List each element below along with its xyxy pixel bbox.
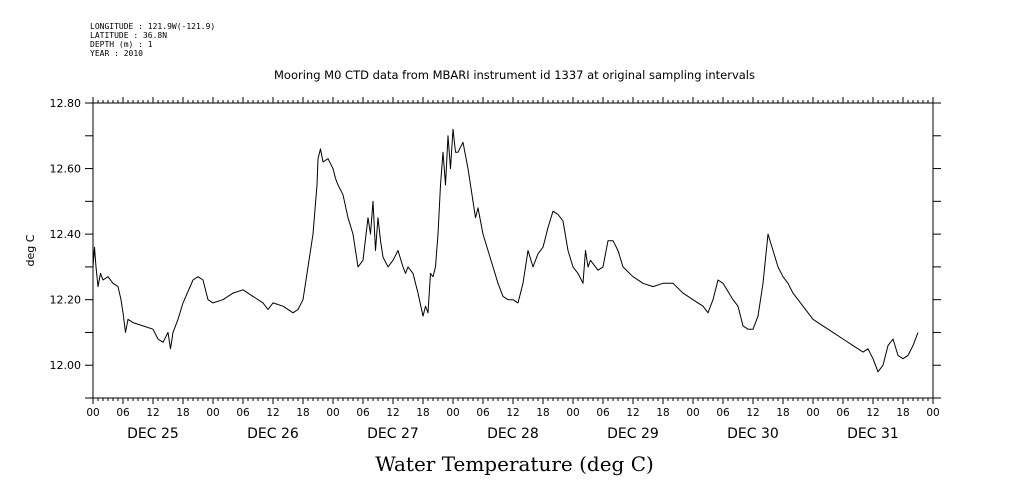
year-text: YEAR : 2010 [90, 49, 143, 58]
series-line [92, 128, 919, 373]
x-hour-tick-label: 18 [176, 407, 189, 419]
x-hour-tick-label: 18 [416, 407, 429, 419]
x-day-label: DEC 29 [607, 426, 659, 442]
x-hour-tick-label: 18 [536, 407, 549, 419]
x-hour-tick-label: 06 [716, 407, 730, 419]
x-hour-tick-label: 00 [326, 407, 339, 419]
x-hour-tick-label: 18 [296, 407, 309, 419]
y-tick-label: 12.60 [50, 163, 82, 176]
y-axis-label: deg C [24, 234, 37, 266]
metadata-block: LONGITUDE : 121.9W(-121.9) LATITUDE : 36… [90, 22, 215, 58]
x-hour-tick-label: 00 [86, 407, 99, 419]
x-hour-tick-label: 00 [446, 407, 459, 419]
x-hour-tick-label: 12 [266, 407, 279, 419]
x-hour-tick-label: 00 [566, 407, 579, 419]
x-hour-tick-label: 00 [206, 407, 219, 419]
x-hour-tick-label: 06 [836, 407, 850, 419]
x-day-label: DEC 31 [847, 426, 899, 442]
longitude-text: LONGITUDE : 121.9W(-121.9) [90, 22, 216, 31]
plot-frame [92, 102, 934, 399]
x-hour-tick-label: 06 [356, 407, 370, 419]
x-day-label: DEC 30 [727, 426, 779, 442]
x-hour-tick-label: 00 [806, 407, 819, 419]
x-day-label: DEC 26 [247, 426, 299, 442]
x-hour-tick-label: 12 [866, 407, 879, 419]
x-hour-tick-label: 06 [116, 407, 130, 419]
y-tick-label: 12.40 [50, 228, 82, 241]
y-tick-label: 12.20 [50, 294, 82, 307]
x-day-label: DEC 25 [127, 426, 179, 442]
x-day-label: DEC 28 [487, 426, 539, 442]
x-hour-tick-label: 06 [476, 407, 490, 419]
x-axis-title: Water Temperature (deg C) [375, 452, 654, 476]
chart-title: Mooring M0 CTD data from MBARI instrumen… [274, 68, 755, 82]
x-hour-tick-label: 12 [746, 407, 759, 419]
x-hour-tick-label: 00 [926, 407, 939, 419]
x-hour-tick-label: 06 [236, 407, 250, 419]
x-hour-tick-label: 18 [896, 407, 909, 419]
x-hour-tick-label: 12 [626, 407, 639, 419]
depth-text: DEPTH (m) : 1 [90, 40, 153, 49]
latitude-text: LATITUDE : 36.8N [90, 31, 168, 40]
x-hour-tick-label: 12 [506, 407, 519, 419]
x-day-label: DEC 27 [367, 426, 419, 442]
x-hour-tick-label: 12 [146, 407, 159, 419]
x-hour-tick-label: 18 [776, 407, 789, 419]
y-tick-label: 12.80 [50, 97, 82, 110]
y-tick-label: 12.00 [50, 359, 82, 372]
x-hour-tick-label: 06 [596, 407, 610, 419]
x-hour-tick-label: 00 [686, 407, 699, 419]
x-hour-tick-label: 18 [656, 407, 669, 419]
x-hour-tick-label: 12 [386, 407, 399, 419]
